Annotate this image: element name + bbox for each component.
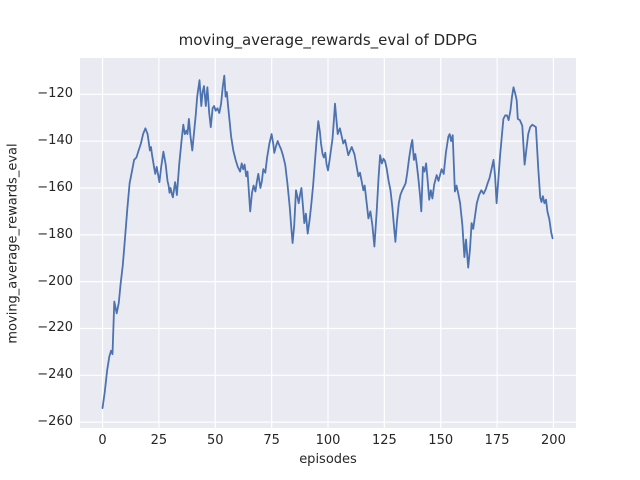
x-tick-label: 200 bbox=[541, 433, 566, 448]
x-tick-label: 25 bbox=[150, 433, 168, 448]
x-tick-label: 75 bbox=[263, 433, 280, 448]
x-tick-label: 100 bbox=[315, 433, 341, 448]
y-axis-label: moving_average_rewards_eval bbox=[5, 143, 21, 344]
y-tick-label: −200 bbox=[37, 273, 73, 289]
x-tick-label: 150 bbox=[428, 433, 454, 448]
x-tick-label: 175 bbox=[484, 433, 510, 448]
x-tick-label: 0 bbox=[98, 433, 107, 448]
y-tick-label: −220 bbox=[37, 320, 73, 336]
chart-title: moving_average_rewards_eval of DDPG bbox=[178, 31, 478, 49]
y-tick-label: −240 bbox=[37, 367, 73, 383]
x-tick-label: 50 bbox=[206, 433, 224, 448]
x-axis-label: episodes bbox=[299, 452, 357, 467]
y-tick-label: −180 bbox=[37, 226, 73, 242]
y-tick-label: −140 bbox=[37, 133, 73, 149]
series-line bbox=[101, 74, 554, 410]
y-tick-label: −160 bbox=[37, 179, 73, 195]
x-tick-label: 125 bbox=[371, 433, 397, 448]
y-tick-label: −120 bbox=[37, 86, 73, 102]
y-tick-label: −260 bbox=[37, 414, 73, 430]
